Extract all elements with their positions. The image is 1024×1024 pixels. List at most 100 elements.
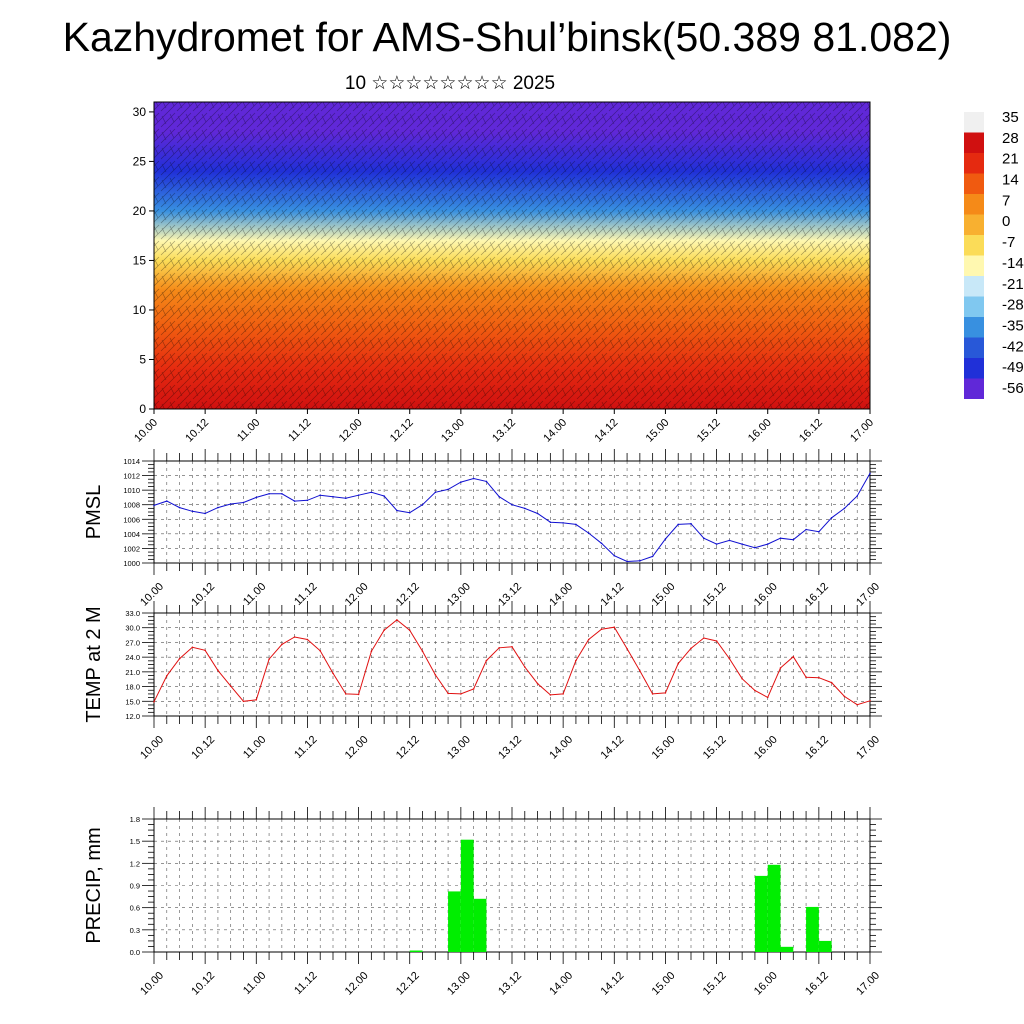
heatmap-y-tick-label: 15	[133, 253, 147, 267]
panel-x-tick-label: 15.12	[701, 581, 729, 609]
series-point	[639, 670, 641, 672]
series-point	[792, 538, 795, 541]
panel-y-tick-label: 27.0	[125, 638, 140, 647]
series-point	[690, 647, 692, 650]
colorbar-label: 0	[1002, 213, 1010, 230]
series-point	[600, 542, 603, 545]
series-point	[651, 693, 654, 695]
panel-x-tick-label: 14.12	[598, 734, 626, 762]
heatmap-y-tick-label: 5	[139, 352, 146, 366]
panel-x-tick-label: 16.12	[803, 970, 831, 998]
series-point	[869, 700, 871, 702]
series-point	[792, 655, 795, 658]
panel-x-tick-label: 11.12	[292, 734, 319, 761]
series-point	[242, 700, 245, 703]
series-point	[728, 539, 731, 542]
series-point	[153, 504, 155, 507]
series-point	[396, 509, 398, 512]
panel-x-tick-label: 12.12	[394, 970, 422, 998]
series-point	[319, 494, 322, 497]
panel-x-tick-label: 13.00	[445, 734, 473, 762]
series-point	[345, 497, 347, 500]
series-point	[766, 543, 769, 545]
panel-y-tick-label: 24.0	[125, 653, 140, 662]
series-point	[191, 646, 194, 649]
panel-x-tick-label: 13.00	[445, 970, 473, 998]
series-point	[434, 674, 437, 676]
series-point	[178, 506, 181, 509]
panel-y-axis-label: PRECIP, mm	[83, 827, 105, 943]
panel-y-tick-label: 18.0	[125, 683, 140, 692]
panel-y-tick-label: 0.9	[130, 882, 140, 891]
series-point	[460, 481, 462, 483]
panel-x-tick-label: 11.00	[241, 970, 268, 997]
panel-y-tick-label: 0.6	[130, 904, 140, 913]
panel-x-tick-label: 17.00	[854, 734, 882, 762]
series-point	[447, 692, 449, 695]
series-point	[293, 500, 296, 502]
panel-x-tick-label: 13.12	[496, 734, 524, 762]
series-point	[204, 512, 206, 515]
series-point	[677, 662, 679, 665]
series-point	[408, 511, 411, 514]
series-point	[613, 626, 616, 628]
series-point	[664, 692, 667, 694]
series-point	[472, 477, 475, 480]
panel-x-tick-label: 15.00	[650, 734, 678, 762]
panel-x-tick-label: 10.00	[138, 581, 166, 609]
series-point	[805, 676, 807, 679]
panel-x-tick-label: 12.00	[343, 970, 371, 998]
series-point	[511, 646, 513, 648]
colorbar-label: 28	[1002, 130, 1019, 147]
series-point	[703, 637, 705, 639]
series-point	[178, 657, 181, 660]
series-point	[754, 689, 756, 692]
series-point	[434, 491, 437, 494]
colorbar-label: -28	[1002, 297, 1024, 314]
series-point	[562, 693, 564, 695]
panel-x-tick-label: 15.12	[701, 970, 729, 998]
panel-y-tick-label: 21.0	[125, 668, 140, 677]
series-point	[703, 537, 705, 539]
heatmap-x-tick-label: 17.00	[848, 417, 876, 445]
series-point	[268, 658, 270, 660]
series-point	[524, 666, 526, 668]
series-point	[613, 554, 616, 557]
series-point	[664, 538, 667, 540]
panel-x-tick-label: 17.00	[854, 581, 882, 609]
panel-x-tick-label: 13.12	[496, 970, 524, 998]
panel-x-tick-label: 10.00	[138, 970, 166, 998]
panel-y-tick-label: 1004	[123, 530, 140, 539]
series-point	[575, 523, 577, 526]
heatmap-x-tick-label: 11.12	[286, 417, 313, 444]
panel-x-tick-label: 14.00	[547, 734, 575, 762]
chart-title: Kazhydromet for AMS-Shul’binsk(50.389 81…	[62, 14, 952, 60]
panel-x-tick-label: 11.00	[241, 734, 268, 761]
panel-x-tick-label: 15.00	[650, 581, 678, 609]
series-point	[255, 496, 258, 499]
series-point	[741, 677, 743, 680]
series-point	[370, 491, 373, 494]
series-point	[229, 503, 232, 505]
series-point	[818, 676, 820, 679]
panel-x-tick-label: 11.12	[292, 581, 319, 608]
precip-bar	[460, 839, 474, 952]
panel-x-tick-label: 16.00	[752, 970, 780, 998]
series-point	[587, 638, 590, 641]
series-point	[626, 648, 628, 650]
panel-x-tick-label: 15.00	[650, 970, 678, 998]
panel-y-tick-label: 0.3	[130, 926, 140, 935]
precip-bar	[806, 906, 819, 952]
precip-bar	[780, 946, 794, 952]
series-point	[779, 667, 782, 669]
series-point	[281, 493, 283, 495]
colorbar-label: -42	[1002, 338, 1024, 355]
colorbar-label: 21	[1002, 151, 1019, 168]
panel-x-tick-label: 14.12	[598, 581, 626, 609]
panel-x-tick-label: 15.12	[701, 734, 729, 762]
series-point	[626, 560, 628, 563]
panel-x-tick-label: 10.12	[189, 970, 217, 998]
series-point	[856, 703, 858, 706]
series-point	[268, 493, 270, 495]
series-point	[217, 506, 219, 509]
